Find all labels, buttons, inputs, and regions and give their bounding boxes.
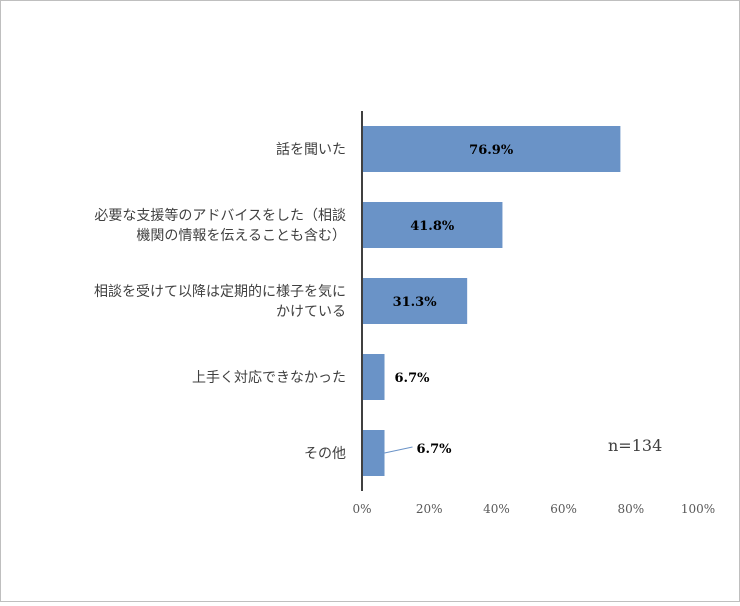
category-label: 相談を受けて以降は定期的に様子を気に [94, 284, 346, 300]
leader-line [384, 446, 413, 454]
data-label: 6.7% [417, 442, 453, 457]
category-label: その他 [304, 446, 346, 462]
x-tick-label: 80% [617, 502, 644, 516]
x-tick-label: 40% [483, 502, 510, 516]
data-label: 31.3% [393, 295, 438, 310]
x-tick-label: 100% [681, 502, 715, 516]
x-tick-label: 0% [352, 502, 371, 516]
sample-size-annotation: n=134 [608, 436, 662, 455]
bar [362, 430, 385, 476]
bar [362, 354, 385, 400]
bar [362, 278, 468, 324]
data-label: 76.9% [469, 143, 514, 158]
x-tick-label: 20% [416, 502, 443, 516]
category-label: かけている [276, 304, 346, 320]
x-tick-label: 60% [550, 502, 577, 516]
bar [362, 126, 621, 172]
category-label: 上手く対応できなかった [192, 370, 346, 386]
data-label: 41.8% [410, 219, 455, 234]
category-label: 話を聞いた [276, 141, 346, 158]
data-label: 6.7% [395, 371, 431, 386]
category-label: 必要な支援等のアドバイスをした（相談 [94, 207, 346, 224]
bar [362, 202, 503, 248]
category-label: 機関の情報を伝えることも含む） [136, 228, 346, 244]
